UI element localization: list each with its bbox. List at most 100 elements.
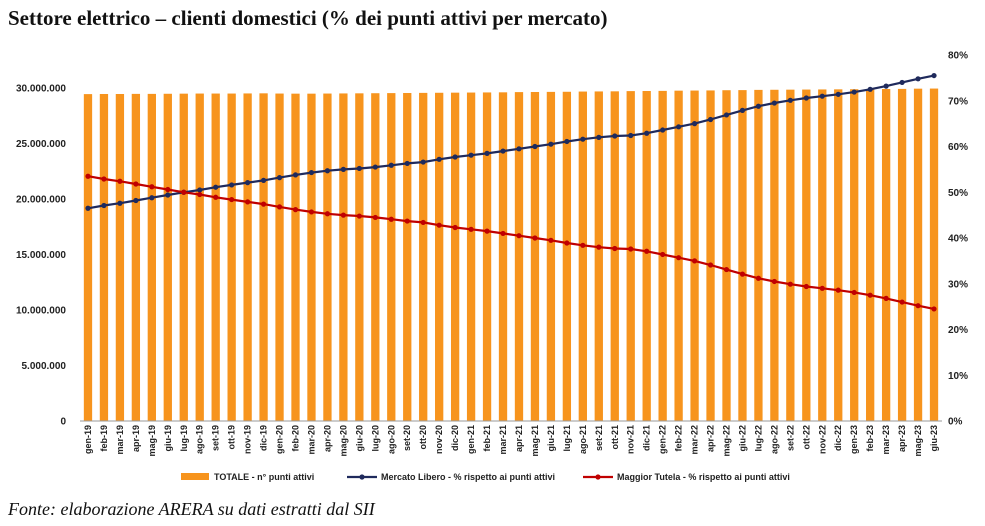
y-right-tick: 60%	[948, 142, 968, 153]
maggior-tutela-point-mag-23	[915, 303, 921, 309]
maggior-tutela-point-gen-19	[85, 173, 91, 179]
mercato-libero-point-set-21	[596, 134, 602, 140]
mercato-libero-point-nov-21	[628, 132, 634, 139]
mercato-libero-point-ago-19	[197, 187, 203, 193]
bar-mag-20	[339, 93, 348, 422]
maggior-tutela-point-lug-20	[372, 214, 378, 221]
mercato-libero-point-apr-21	[516, 146, 522, 152]
mercato-libero-point-mar-21	[500, 148, 506, 154]
bar-giu-21	[546, 91, 556, 421]
bar-feb-19	[99, 93, 109, 421]
bar-nov-22	[818, 89, 827, 422]
x-tick-mar-21: mar-21	[498, 425, 508, 455]
mercato-libero-point-nov-22	[819, 93, 825, 99]
maggior-tutela-point-mar-19	[117, 178, 123, 184]
maggior-tutela-point-ott-20	[420, 219, 426, 226]
mercato-libero-point-giu-22	[739, 107, 746, 113]
bar-mar-22	[690, 90, 699, 421]
bar-lug-22	[754, 89, 763, 422]
mercato-libero-point-set-19	[213, 184, 219, 190]
y-right-tick: 30%	[948, 279, 968, 290]
mercato-libero-point-mar-22	[691, 121, 698, 127]
mercato-libero-point-mag-22	[723, 112, 730, 118]
mercato-libero-point-ott-20	[420, 159, 426, 165]
bar-mar-21	[498, 92, 508, 421]
x-tick-apr-20: apr-20	[322, 425, 332, 452]
bar-mag-23	[913, 88, 923, 421]
bar-ott-19	[227, 93, 236, 422]
bar-mag-22	[722, 90, 731, 421]
x-tick-lug-20: lug-20	[370, 425, 380, 452]
mercato-libero-point-gen-19	[85, 205, 91, 211]
x-tick-lug-19: lug-19	[179, 425, 189, 452]
x-tick-lug-22: lug-22	[753, 425, 763, 452]
maggior-tutela-line	[87, 175, 935, 310]
x-tick-nov-19: nov-19	[243, 425, 253, 454]
maggior-tutela-point-gen-22	[660, 251, 666, 258]
x-tick-dic-19: dic-19	[259, 425, 269, 451]
x-tick-mag-19: mag-19	[147, 425, 157, 457]
x-tick-dic-20: dic-20	[450, 425, 460, 451]
legend-swatch-tutela-marker	[595, 474, 601, 480]
mercato-libero-point-feb-22	[676, 124, 682, 130]
x-tick-gen-20: gen-20	[275, 425, 285, 454]
mercato-libero-point-ott-19	[229, 182, 235, 188]
maggior-tutela-point-ago-19	[197, 191, 203, 198]
mercato-libero-point-nov-19	[245, 180, 251, 186]
bar-mar-23	[881, 88, 891, 422]
maggior-tutela-point-mar-22	[691, 258, 698, 264]
bar-giu-19	[163, 93, 172, 421]
maggior-tutela-point-feb-21	[484, 228, 490, 234]
y-right-tick: 50%	[948, 188, 968, 199]
maggior-tutela-point-set-19	[213, 194, 219, 200]
x-tick-feb-23: feb-23	[865, 425, 875, 452]
maggior-tutela-point-nov-22	[819, 285, 825, 291]
maggior-tutela-point-mar-21	[500, 230, 506, 237]
left-axis: 0 5.000.000 10.000.000 15.000.000 20.000.000…	[16, 84, 67, 428]
bar-set-20	[403, 92, 412, 422]
x-tick-mag-22: mag-22	[722, 425, 732, 457]
bar-apr-19	[131, 93, 141, 422]
mercato-libero-point-feb-23	[867, 86, 873, 92]
maggior-tutela-point-feb-22	[676, 255, 682, 261]
mercato-libero-point-set-22	[787, 97, 793, 103]
mercato-libero-point-lug-22	[755, 103, 762, 109]
x-tick-feb-20: feb-20	[291, 425, 301, 452]
mercato-libero-point-dic-20	[452, 154, 458, 160]
bar-nov-20	[435, 92, 444, 421]
x-tick-dic-22: dic-22	[833, 425, 843, 451]
bar-giu-22	[738, 90, 747, 421]
legend-label-tutela: Maggior Tutela - % rispetto ai punti att…	[617, 472, 790, 482]
x-tick-giu-19: giu-19	[163, 425, 173, 452]
bar-mar-20	[307, 93, 316, 421]
mercato-libero-point-ago-21	[580, 136, 586, 142]
chart-title: Settore elettrico – clienti domestici (%…	[8, 6, 608, 30]
legend-label-libero: Mercato Libero - % rispetto ai punti att…	[381, 472, 555, 482]
maggior-tutela-point-gen-23	[851, 289, 857, 296]
maggior-tutela-point-mag-21	[532, 235, 538, 241]
mercato-libero-point-giu-23	[931, 72, 937, 79]
bar-mag-21	[530, 91, 540, 421]
maggior-tutela-point-mag-19	[149, 184, 155, 190]
mercato-libero-point-lug-21	[564, 138, 570, 145]
mercato-libero-point-dic-22	[835, 91, 841, 97]
bar-ott-22	[802, 89, 811, 421]
mercato-libero-point-ago-22	[771, 100, 777, 106]
x-axis: gen-19 feb-19 mar-19 apr-19 mag-19 giu-19 lug-…	[80, 420, 942, 457]
y-left-tick: 20.000.000	[16, 195, 66, 206]
mercato-libero-line	[87, 74, 935, 210]
maggior-tutela-point-mar-23	[883, 295, 889, 301]
maggior-tutela-point-dic-20	[452, 224, 458, 231]
x-tick-mar-23: mar-23	[881, 425, 891, 455]
mercato-libero-point-mag-21	[532, 143, 538, 150]
y-left-tick: 15.000.000	[16, 250, 66, 261]
maggior-tutela-point-apr-20	[324, 211, 331, 217]
mercato-libero-point-mar-20	[308, 169, 315, 176]
maggior-tutela-point-apr-22	[707, 262, 714, 268]
mercato-libero-point-ott-21	[612, 133, 618, 139]
mercato-libero-point-apr-19	[133, 197, 139, 204]
x-tick-mar-22: mar-22	[690, 425, 700, 455]
x-tick-giu-23: giu-23	[929, 425, 939, 452]
x-tick-giu-22: giu-22	[737, 425, 747, 452]
maggior-tutela-point-mar-20	[308, 209, 315, 215]
